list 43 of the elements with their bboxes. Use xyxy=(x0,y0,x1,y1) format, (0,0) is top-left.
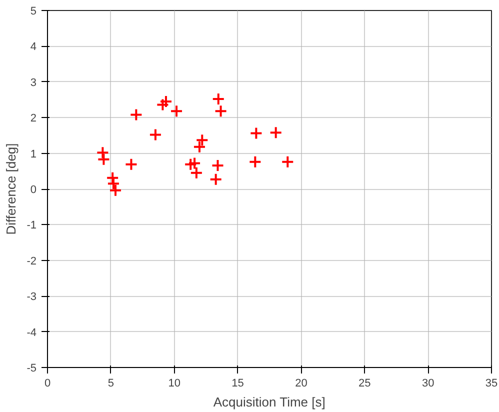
x-axis-title: Acquisition Time [s] xyxy=(213,394,326,410)
x-tick-label: 10 xyxy=(168,378,180,390)
y-tick-label: 2 xyxy=(30,112,37,125)
point xyxy=(250,126,263,140)
point xyxy=(209,172,222,186)
x-tick-label: 20 xyxy=(295,378,308,390)
point xyxy=(124,158,138,171)
y-tick-label: 4 xyxy=(30,41,37,54)
point xyxy=(184,158,198,171)
y-tick-label: -3 xyxy=(26,291,36,304)
y-tick-label: -2 xyxy=(26,255,36,268)
x-tick-label: 15 xyxy=(232,378,244,390)
point xyxy=(108,184,122,197)
point xyxy=(148,128,162,142)
point xyxy=(248,155,262,168)
point xyxy=(214,104,228,118)
point xyxy=(170,104,184,118)
point xyxy=(190,166,203,180)
point xyxy=(188,156,202,170)
point xyxy=(106,177,120,190)
point xyxy=(130,108,143,122)
point xyxy=(212,92,225,106)
x-tick-label: 35 xyxy=(485,378,498,390)
point xyxy=(97,152,110,166)
point xyxy=(281,155,294,168)
y-axis-title: Difference [deg] xyxy=(4,143,19,235)
point xyxy=(269,126,282,140)
y-tick-label: 3 xyxy=(30,76,37,89)
point xyxy=(106,171,120,184)
point xyxy=(159,95,172,108)
y-tick-label: 5 xyxy=(30,6,37,18)
y-tick-label: -1 xyxy=(26,220,36,232)
y-tick-label: -4 xyxy=(26,326,36,339)
x-tick-label: 30 xyxy=(422,378,434,390)
y-tick-label: 0 xyxy=(30,184,37,196)
point xyxy=(211,158,224,172)
y-tick-label: -5 xyxy=(26,362,36,374)
x-tick-label: 25 xyxy=(358,378,371,390)
x-tick-label: 5 xyxy=(108,378,114,390)
point xyxy=(96,146,110,160)
y-tick-label: 1 xyxy=(30,148,37,160)
x-tick-label: 0 xyxy=(44,378,51,390)
point xyxy=(156,98,170,112)
